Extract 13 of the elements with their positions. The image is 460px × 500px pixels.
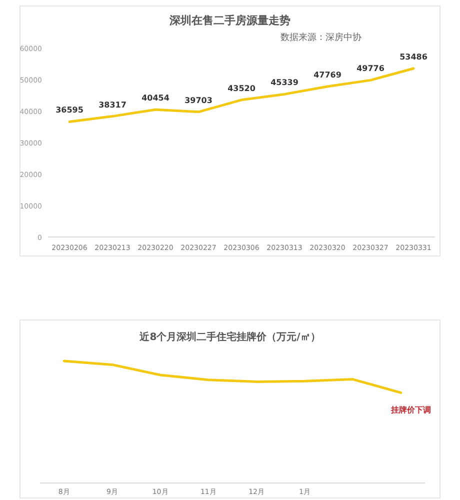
data-label: 40454	[142, 94, 170, 103]
data-label: 47769	[314, 70, 342, 80]
chart-title: 近8个月深圳二手住宅挂牌价（万元/㎡）	[138, 331, 320, 343]
data-label: 38317	[98, 100, 126, 110]
source-note: 数据来源：深房中协	[280, 32, 362, 43]
data-label: 36595	[56, 106, 84, 115]
data-label: 43520	[228, 84, 256, 93]
chart-title: 深圳在售二手房源量走势	[168, 14, 290, 27]
data-label: 53486	[400, 52, 428, 62]
data-label: 49776	[356, 64, 385, 74]
data-label: 45339	[270, 78, 299, 88]
annotation: 挂牌价下调	[390, 406, 431, 415]
data-label: 39703	[184, 96, 212, 105]
